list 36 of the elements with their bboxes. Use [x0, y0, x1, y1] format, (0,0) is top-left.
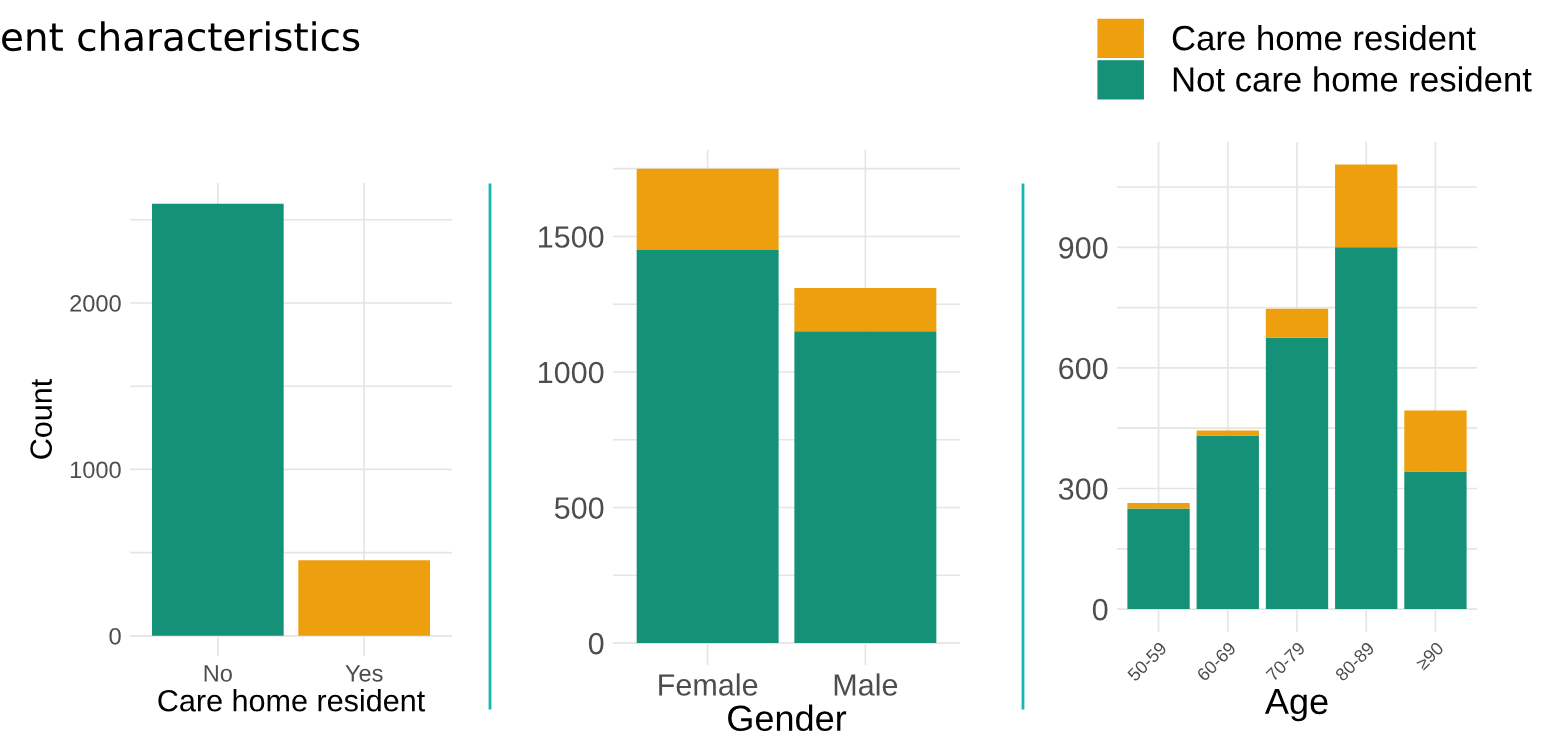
bar [1265, 308, 1329, 338]
bar [1196, 435, 1259, 610]
bar [794, 331, 937, 644]
bar [1404, 410, 1467, 472]
y-tick-label: 0 [1092, 598, 1108, 621]
y-tick-label: 1000 [539, 361, 604, 384]
bar [794, 287, 937, 332]
y-tick-label: 1000 [70, 461, 121, 479]
y-tick-label: 500 [554, 497, 604, 519]
bar [1127, 502, 1190, 509]
y-tick-label: 0 [109, 627, 121, 645]
bar [1335, 164, 1398, 248]
legend-label: Care home resident [1172, 24, 1476, 51]
x-tick-label: Yes [345, 665, 383, 682]
bar [1404, 471, 1467, 610]
x-axis-title: Gender [728, 704, 847, 732]
chart-title: ent characteristics [2, 21, 360, 52]
x-axis-title: Care home resident [158, 689, 425, 712]
bar [1127, 508, 1190, 610]
x-tick-label: No [204, 665, 232, 682]
bar [1265, 337, 1329, 610]
y-tick-label: 900 [1059, 237, 1108, 259]
x-tick-label: Female [659, 673, 758, 696]
x-axis-title: Age [1264, 688, 1328, 722]
y-tick-label: 2000 [70, 295, 121, 312]
y-tick-label: 1500 [539, 226, 604, 248]
bar [1335, 247, 1398, 610]
legend-label: Not care home resident [1173, 66, 1532, 92]
bar [636, 168, 779, 251]
y-tick-label: 300 [1058, 478, 1108, 500]
y-tick-label: 0 [588, 632, 604, 655]
x-tick-label: Male [834, 673, 898, 696]
y-tick-label: 600 [1059, 357, 1108, 380]
bar [636, 250, 779, 644]
y-axis-title: Count [30, 378, 52, 459]
x-tick-label: ≥90 [1415, 641, 1445, 671]
